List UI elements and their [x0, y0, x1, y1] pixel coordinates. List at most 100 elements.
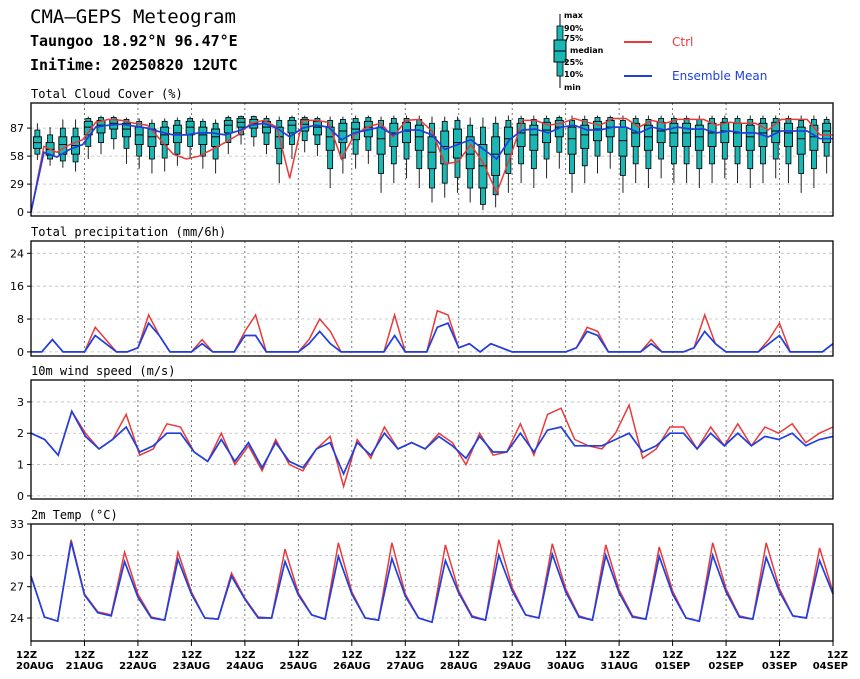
y-tick-label: 0 — [17, 346, 24, 359]
box-iqr — [134, 126, 144, 145]
precip-panel: Total precipitation (mm/6h) 0 8 16 24 — [10, 225, 834, 359]
cloud-ctrl-line — [30, 117, 833, 213]
box-iqr — [122, 122, 131, 138]
y-tick-label: 33 — [10, 518, 24, 531]
box-iqr — [567, 126, 577, 155]
precip-panel-title: Total precipitation (mm/6h) — [31, 225, 226, 239]
cloud-panel: Total Cloud Cover (%) 0 29 58 87 — [10, 87, 834, 219]
y-tick-label: 16 — [10, 280, 24, 293]
wind-panel-title: 10m wind speed (m/s) — [31, 364, 176, 378]
y-tick-label: 29 — [10, 178, 24, 191]
location-label: Taungoo 18.92°N 96.47°E — [30, 32, 238, 50]
y-tick-label: 58 — [10, 150, 24, 163]
box-iqr — [656, 121, 666, 144]
wind-frame — [30, 379, 834, 500]
box-iqr — [745, 124, 755, 151]
x-tick-label-top: 12Z — [715, 650, 736, 661]
y-tick-label: 0 — [17, 490, 24, 503]
x-tick-label-top: 12Z — [662, 650, 683, 661]
precip-ctrl-line — [31, 309, 834, 353]
legend-box-label: 75% — [564, 34, 583, 43]
box-iqr — [593, 120, 602, 142]
x-tick-label-top: 12Z — [234, 650, 255, 661]
x-tick-label-bottom: 04SEP — [813, 661, 848, 672]
x-tick-label-bottom: 01SEP — [655, 661, 690, 672]
cloud-mean-line — [30, 122, 833, 213]
init-time-label: IniTime: 20250820 12UTC — [30, 56, 238, 74]
y-tick-label: 27 — [10, 581, 24, 594]
box-iqr — [822, 122, 832, 144]
x-tick-label-top: 12Z — [448, 650, 469, 661]
box-iqr — [223, 119, 233, 134]
wind-mean-line — [30, 409, 834, 477]
box-iqr — [147, 128, 157, 147]
x-tick-label-bottom: 22AUG — [119, 661, 157, 672]
box-iqr — [338, 122, 348, 144]
x-tick-label-top: 12Z — [74, 650, 95, 661]
y-tick-label: 24 — [10, 247, 24, 260]
x-tick-label-bottom: 24AUG — [226, 661, 264, 672]
chart-legend: max 90%75% median 25% 10% min Ctrl Ensemble Mea… — [553, 11, 767, 92]
x-tick-label-top: 12Z — [288, 650, 309, 661]
box-iqr — [300, 118, 310, 132]
y-tick-label: 24 — [10, 612, 24, 625]
legend-box-label: min — [564, 83, 581, 92]
box-iqr — [185, 120, 195, 136]
meteogram-title: CMA—GEPS Meteogram — [30, 6, 236, 28]
y-tick-label: 87 — [10, 122, 24, 135]
box-iqr — [783, 122, 793, 147]
box-iqr — [312, 120, 322, 136]
temp-frame — [30, 523, 834, 642]
x-tick-label-top: 12Z — [395, 650, 416, 661]
x-tick-label-bottom: 25AUG — [279, 661, 317, 672]
y-tick-label: 2 — [17, 427, 24, 440]
temp-panel-title: 2m Temp (°C) — [31, 508, 118, 522]
x-tick-label-top: 12Z — [609, 650, 630, 661]
x-tick-label-top: 12Z — [555, 650, 576, 661]
precip-mean-line — [31, 321, 834, 353]
box-iqr — [198, 126, 208, 145]
box-iqr — [172, 124, 182, 144]
box-iqr — [440, 130, 450, 165]
legend-box-label: 25% — [564, 58, 583, 67]
x-tick-label-bottom: 02SEP — [708, 661, 743, 672]
y-tick-label: 3 — [17, 396, 24, 409]
box-iqr — [402, 121, 411, 144]
x-tick-label-bottom: 31AUG — [600, 661, 638, 672]
x-tick-label-top: 12Z — [769, 650, 790, 661]
temp-ctrl-line — [30, 539, 834, 624]
legend-box-label: max — [564, 11, 584, 20]
box-iqr — [529, 124, 539, 151]
x-tick-label-bottom: 20AUG — [16, 661, 54, 672]
x-tick-label-bottom: 27AUG — [386, 661, 424, 672]
precip-frame — [30, 240, 834, 357]
legend-box-label: 10% — [564, 70, 583, 79]
x-tick-label-bottom: 23AUG — [173, 661, 211, 672]
box-iqr — [669, 122, 679, 147]
box-iqr — [465, 136, 475, 170]
legend-ctrl-label: Ctrl — [672, 35, 693, 49]
box-iqr — [618, 126, 628, 157]
legend-box-label: median — [570, 46, 604, 55]
box-iqr — [580, 124, 590, 149]
box-iqr — [211, 128, 221, 147]
box-iqr — [682, 122, 692, 147]
box-iqr — [694, 124, 704, 151]
x-tick-label-bottom: 29AUG — [493, 661, 531, 672]
x-tick-label-top: 12Z — [502, 650, 523, 661]
cloud-frame — [30, 102, 834, 217]
box-iqr — [809, 124, 819, 151]
x-tick-label-bottom: 26AUG — [333, 661, 371, 672]
x-tick-label-top: 12Z — [341, 650, 362, 661]
box-iqr — [733, 122, 742, 147]
cloud-panel-title: Total Cloud Cover (%) — [31, 87, 183, 101]
box-iqr — [643, 124, 653, 151]
x-tick-label-top: 12Z — [16, 650, 37, 661]
box-iqr — [707, 122, 717, 147]
box-iqr — [631, 122, 641, 147]
y-tick-label: 0 — [17, 206, 24, 219]
wind-panel: 10m wind speed (m/s) 0 1 2 3 — [17, 364, 834, 503]
box-iqr — [796, 126, 806, 155]
box-iqr — [414, 124, 424, 151]
